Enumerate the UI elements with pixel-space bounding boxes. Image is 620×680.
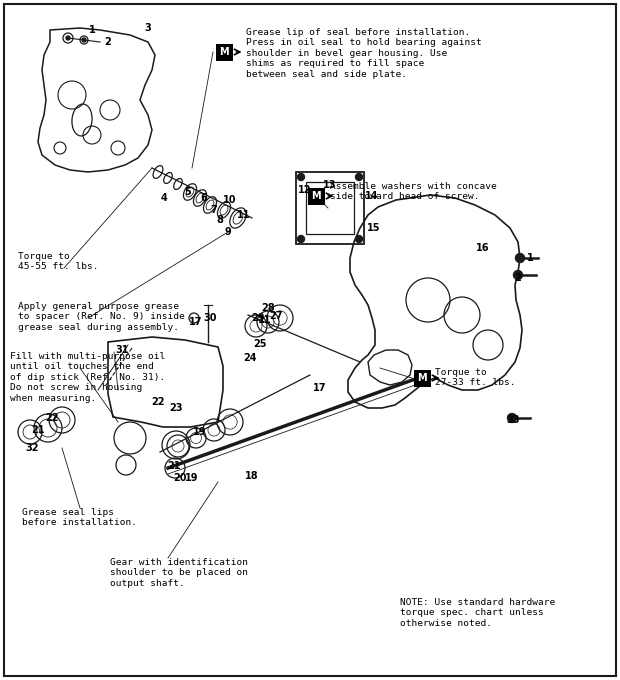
Text: 28: 28 <box>261 303 275 313</box>
Text: 29: 29 <box>251 313 265 323</box>
Text: M: M <box>311 191 321 201</box>
Text: 19: 19 <box>185 473 199 483</box>
Text: 22: 22 <box>45 413 59 423</box>
Text: 6: 6 <box>201 193 207 203</box>
Circle shape <box>298 173 304 180</box>
Text: Apply general purpose grease
to spacer (Ref. No. 9) inside
grease seal during as: Apply general purpose grease to spacer (… <box>18 302 185 332</box>
Text: Assemble washers with concave
side toward head of screw.: Assemble washers with concave side towar… <box>330 182 497 201</box>
Text: Torque to
27-33 ft. lbs.: Torque to 27-33 ft. lbs. <box>435 368 515 388</box>
Text: 2: 2 <box>105 37 112 47</box>
Text: 16: 16 <box>476 243 490 253</box>
Text: M: M <box>219 47 229 57</box>
Text: 1: 1 <box>89 25 95 35</box>
Text: NOTE: Use standard hardware
torque spec. chart unless
otherwise noted.: NOTE: Use standard hardware torque spec.… <box>400 598 556 628</box>
Circle shape <box>66 36 70 40</box>
Text: 9: 9 <box>224 227 231 237</box>
Bar <box>296 172 364 244</box>
Text: 21: 21 <box>167 461 181 471</box>
Circle shape <box>82 38 86 42</box>
Text: 20: 20 <box>173 473 187 483</box>
Text: 2: 2 <box>515 273 521 283</box>
Text: 4: 4 <box>161 193 167 203</box>
Circle shape <box>355 173 363 180</box>
Text: M: M <box>417 373 427 383</box>
Text: 31: 31 <box>115 345 129 355</box>
Text: 12: 12 <box>298 185 312 195</box>
Text: 27: 27 <box>269 311 283 321</box>
Circle shape <box>515 254 525 262</box>
Text: 24: 24 <box>243 353 257 363</box>
Text: Fill with multi-purpose oil
until oil touches the end
of dip stick (Ref. No. 31): Fill with multi-purpose oil until oil to… <box>10 352 166 403</box>
Text: 14: 14 <box>365 191 379 201</box>
Circle shape <box>298 235 304 243</box>
Text: Gear with identification
shoulder to be placed on
output shaft.: Gear with identification shoulder to be … <box>110 558 248 588</box>
Text: 8: 8 <box>216 215 223 225</box>
Text: 18: 18 <box>245 471 259 481</box>
Text: Torque to
45-55 ft. lbs.: Torque to 45-55 ft. lbs. <box>18 252 99 271</box>
Text: 5: 5 <box>185 187 192 197</box>
Text: 17: 17 <box>189 317 203 327</box>
Text: 11: 11 <box>237 210 250 220</box>
Text: 17: 17 <box>313 383 327 393</box>
Text: 10: 10 <box>223 195 237 205</box>
Text: Grease seal lips
before installation.: Grease seal lips before installation. <box>22 508 137 528</box>
Text: 22: 22 <box>151 397 165 407</box>
Text: 7: 7 <box>211 205 218 215</box>
Text: 25: 25 <box>253 339 267 349</box>
Bar <box>308 188 324 205</box>
Text: 19: 19 <box>193 427 206 437</box>
Text: 1: 1 <box>526 253 533 263</box>
Text: 30: 30 <box>203 313 217 323</box>
Text: 3: 3 <box>144 23 151 33</box>
Text: 11: 11 <box>259 315 272 325</box>
Circle shape <box>355 235 363 243</box>
Circle shape <box>508 413 516 422</box>
Bar <box>306 182 354 234</box>
Text: 33: 33 <box>507 415 520 425</box>
Text: 21: 21 <box>31 425 45 435</box>
Text: 23: 23 <box>169 403 183 413</box>
Circle shape <box>513 271 523 279</box>
Text: Grease lip of seal before installation.
Press in oil seal to hold bearing agains: Grease lip of seal before installation. … <box>246 28 482 79</box>
Text: 15: 15 <box>367 223 381 233</box>
Bar <box>216 44 232 61</box>
Bar <box>414 369 430 386</box>
Text: 32: 32 <box>25 443 38 453</box>
Text: 13: 13 <box>323 180 337 190</box>
